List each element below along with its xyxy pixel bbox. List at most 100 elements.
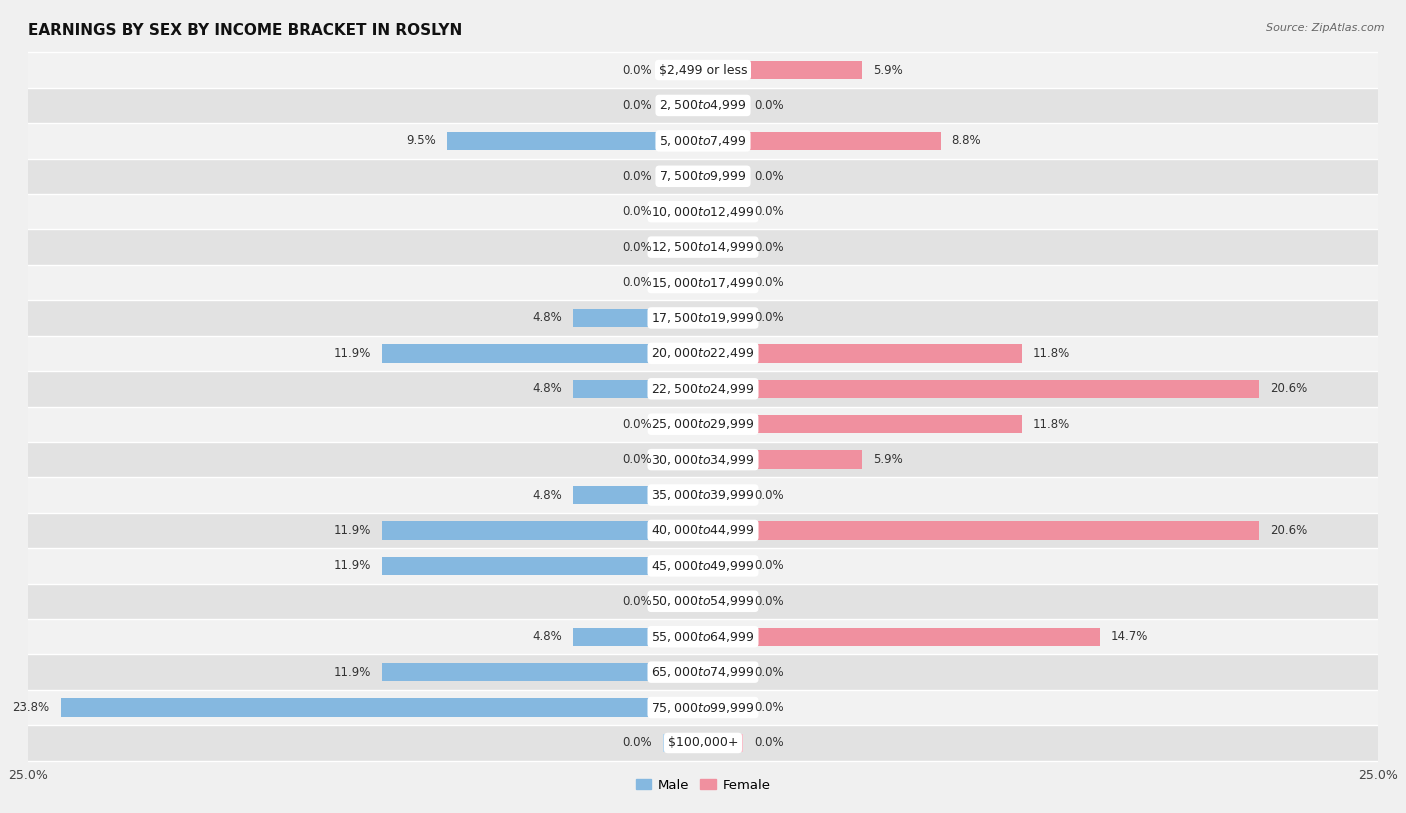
Text: $10,000 to $12,499: $10,000 to $12,499 — [651, 205, 755, 219]
Bar — [28, 123, 1378, 159]
Text: 0.0%: 0.0% — [621, 276, 652, 289]
Legend: Male, Female: Male, Female — [630, 773, 776, 797]
Text: EARNINGS BY SEX BY INCOME BRACKET IN ROSLYN: EARNINGS BY SEX BY INCOME BRACKET IN ROS… — [28, 23, 463, 38]
Bar — [662, 450, 703, 469]
Text: 5.9%: 5.9% — [873, 63, 903, 76]
Bar — [28, 88, 1378, 123]
Text: $20,000 to $22,499: $20,000 to $22,499 — [651, 346, 755, 360]
Bar — [28, 371, 1378, 406]
Text: 11.8%: 11.8% — [1032, 418, 1070, 431]
Bar — [28, 52, 1378, 88]
Bar — [662, 734, 703, 752]
Bar — [703, 132, 941, 150]
Bar — [382, 557, 703, 575]
Bar — [28, 300, 1378, 336]
Text: 0.0%: 0.0% — [754, 489, 785, 502]
Text: 20.6%: 20.6% — [1270, 382, 1308, 395]
Text: 0.0%: 0.0% — [621, 170, 652, 183]
Text: $35,000 to $39,999: $35,000 to $39,999 — [651, 488, 755, 502]
Text: 0.0%: 0.0% — [754, 170, 785, 183]
Bar — [574, 486, 703, 504]
Text: 0.0%: 0.0% — [754, 311, 785, 324]
Bar — [662, 238, 703, 256]
Text: $30,000 to $34,999: $30,000 to $34,999 — [651, 453, 755, 467]
Bar — [28, 477, 1378, 513]
Bar — [703, 592, 744, 611]
Text: 11.9%: 11.9% — [333, 347, 371, 360]
Text: $22,500 to $24,999: $22,500 to $24,999 — [651, 382, 755, 396]
Text: 11.8%: 11.8% — [1032, 347, 1070, 360]
Bar — [28, 442, 1378, 477]
Bar — [28, 406, 1378, 442]
Bar — [703, 167, 744, 185]
Text: $40,000 to $44,999: $40,000 to $44,999 — [651, 524, 755, 537]
Text: $7,500 to $9,999: $7,500 to $9,999 — [659, 169, 747, 183]
Bar — [703, 734, 744, 752]
Bar — [28, 194, 1378, 229]
Text: 0.0%: 0.0% — [754, 737, 785, 750]
Text: $100,000+: $100,000+ — [668, 737, 738, 750]
Bar — [28, 265, 1378, 300]
Bar — [28, 336, 1378, 371]
Text: 0.0%: 0.0% — [621, 99, 652, 112]
Text: $15,000 to $17,499: $15,000 to $17,499 — [651, 276, 755, 289]
Text: 4.8%: 4.8% — [533, 489, 562, 502]
Bar — [703, 415, 1022, 433]
Bar — [703, 450, 862, 469]
Bar — [382, 344, 703, 363]
Text: Source: ZipAtlas.com: Source: ZipAtlas.com — [1267, 23, 1385, 33]
Text: $55,000 to $64,999: $55,000 to $64,999 — [651, 630, 755, 644]
Text: 0.0%: 0.0% — [621, 595, 652, 608]
Text: 4.8%: 4.8% — [533, 630, 562, 643]
Text: $45,000 to $49,999: $45,000 to $49,999 — [651, 559, 755, 573]
Bar — [703, 486, 744, 504]
Bar — [703, 663, 744, 681]
Text: 0.0%: 0.0% — [621, 241, 652, 254]
Bar — [28, 548, 1378, 584]
Text: 0.0%: 0.0% — [754, 559, 785, 572]
Text: 0.0%: 0.0% — [754, 701, 785, 714]
Bar — [662, 202, 703, 221]
Text: 0.0%: 0.0% — [754, 205, 785, 218]
Bar — [703, 698, 744, 717]
Bar — [662, 96, 703, 115]
Text: 4.8%: 4.8% — [533, 311, 562, 324]
Text: $50,000 to $54,999: $50,000 to $54,999 — [651, 594, 755, 608]
Text: 0.0%: 0.0% — [754, 276, 785, 289]
Text: 0.0%: 0.0% — [621, 205, 652, 218]
Text: 0.0%: 0.0% — [754, 241, 785, 254]
Bar — [703, 238, 744, 256]
Bar — [28, 619, 1378, 654]
Text: $2,499 or less: $2,499 or less — [659, 63, 747, 76]
Bar — [703, 380, 1260, 398]
Text: 23.8%: 23.8% — [13, 701, 49, 714]
Text: 5.9%: 5.9% — [873, 453, 903, 466]
Bar — [28, 159, 1378, 194]
Bar — [703, 344, 1022, 363]
Bar — [703, 628, 1099, 646]
Bar — [28, 654, 1378, 690]
Text: 0.0%: 0.0% — [621, 63, 652, 76]
Text: 14.7%: 14.7% — [1111, 630, 1149, 643]
Bar — [703, 521, 1260, 540]
Text: $75,000 to $99,999: $75,000 to $99,999 — [651, 701, 755, 715]
Text: 11.9%: 11.9% — [333, 559, 371, 572]
Bar — [28, 513, 1378, 548]
Text: 0.0%: 0.0% — [754, 595, 785, 608]
Bar — [703, 309, 744, 327]
Text: $25,000 to $29,999: $25,000 to $29,999 — [651, 417, 755, 431]
Bar — [447, 132, 703, 150]
Bar — [662, 167, 703, 185]
Text: 9.5%: 9.5% — [406, 134, 436, 147]
Text: 11.9%: 11.9% — [333, 666, 371, 679]
Bar — [382, 663, 703, 681]
Bar — [703, 96, 744, 115]
Text: 4.8%: 4.8% — [533, 382, 562, 395]
Bar — [28, 584, 1378, 619]
Text: 0.0%: 0.0% — [754, 666, 785, 679]
Bar — [662, 415, 703, 433]
Text: 8.8%: 8.8% — [952, 134, 981, 147]
Bar — [28, 690, 1378, 725]
Text: 20.6%: 20.6% — [1270, 524, 1308, 537]
Text: $17,500 to $19,999: $17,500 to $19,999 — [651, 311, 755, 325]
